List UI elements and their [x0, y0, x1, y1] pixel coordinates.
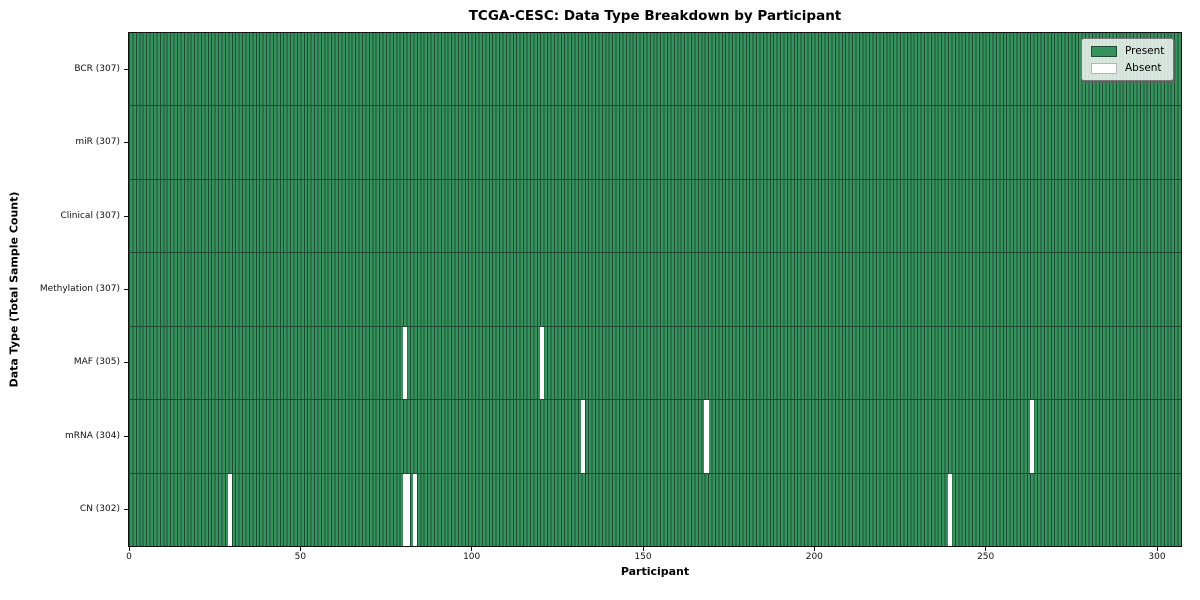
row-maf [129, 326, 1181, 401]
plot-area [128, 32, 1182, 547]
x-tick-label: 250 [977, 552, 995, 562]
absent-gap [402, 326, 407, 400]
absent-gap [406, 473, 411, 546]
row-clinical [129, 179, 1181, 254]
row-mir [129, 106, 1181, 180]
x-tick-label: 200 [805, 552, 823, 562]
legend-item-absent: Absent [1091, 62, 1164, 74]
x-tick-mark [985, 547, 987, 551]
chart-title: TCGA-CESC: Data Type Breakdown by Partic… [468, 8, 842, 24]
legend-swatch-present [1091, 45, 1117, 57]
absent-gap [413, 473, 418, 546]
x-axis-label: Participant [620, 565, 690, 578]
row-methylation [129, 253, 1181, 327]
y-tick-label-bcr: BCR (307) [74, 64, 120, 75]
legend-swatch-absent [1091, 62, 1117, 74]
row-mrna [129, 400, 1181, 474]
x-tick-mark [471, 547, 473, 551]
x-tick-mark [299, 547, 301, 551]
legend-label-absent: Absent [1125, 62, 1162, 74]
x-tick-mark [128, 547, 130, 551]
row-cn [129, 473, 1181, 546]
absent-gap [704, 400, 709, 473]
y-tick-label-mrna: mRNA (304) [65, 430, 120, 441]
x-tick-mark [642, 547, 644, 551]
x-tick-mark [813, 547, 815, 551]
y-axis-label: Data Type (Total Sample Count) [7, 191, 21, 388]
row-bcr [129, 33, 1181, 107]
presence-matrix [129, 33, 1181, 546]
x-tick-label: 0 [126, 552, 132, 562]
y-tick-label-cn: CN (302) [79, 503, 120, 514]
absent-gap [402, 473, 407, 546]
x-tick-label: 100 [463, 552, 481, 562]
absent-gap [580, 400, 586, 473]
x-tick-mark [1156, 547, 1158, 551]
absent-gap [227, 473, 233, 546]
x-tick-label: 300 [1148, 552, 1166, 562]
absent-gap [1029, 400, 1035, 473]
x-tick-label: 50 [294, 552, 307, 562]
absent-gap [539, 326, 545, 400]
y-tick-label-mir: miR (307) [75, 137, 120, 148]
legend-label-present: Present [1125, 45, 1165, 57]
legend-item-present: Present [1091, 45, 1164, 57]
legend: Present Absent [1081, 38, 1175, 81]
x-tick-label: 150 [634, 552, 652, 562]
absent-gap [947, 473, 952, 546]
